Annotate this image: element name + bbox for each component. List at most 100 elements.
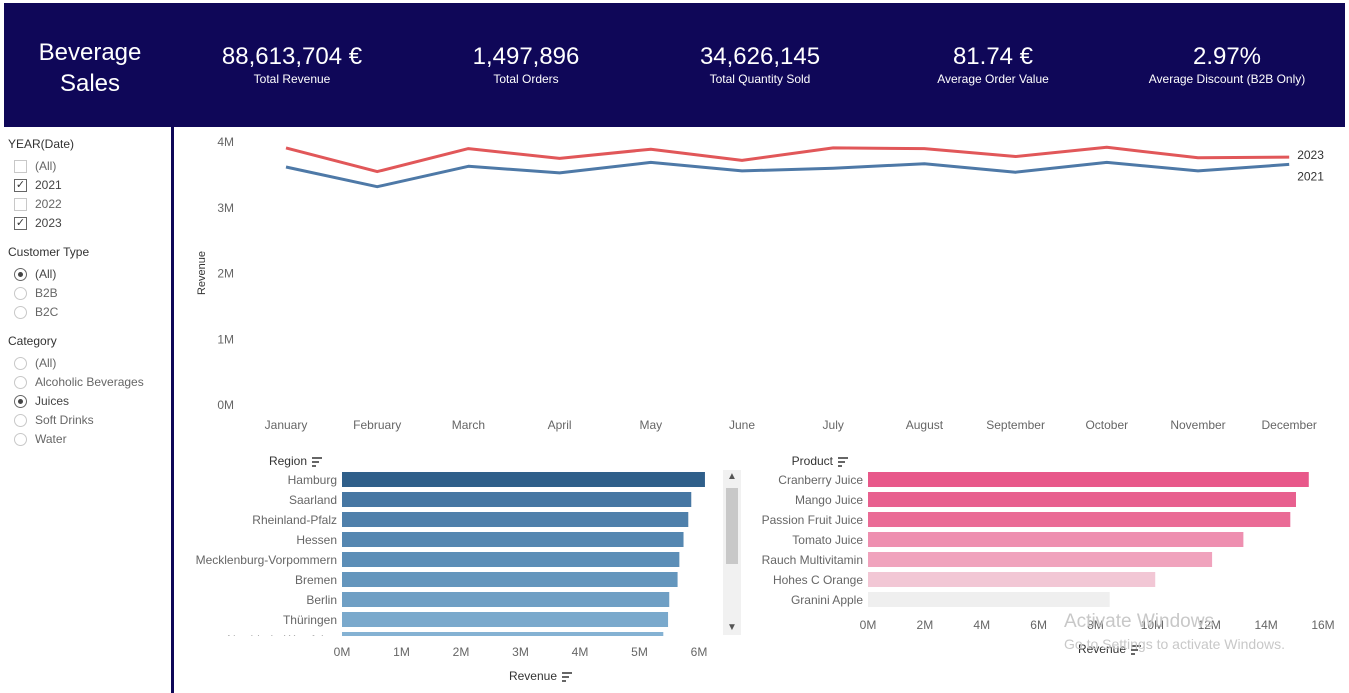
x-tick-label: November xyxy=(1170,418,1225,432)
bar xyxy=(342,472,705,487)
checkbox-icon[interactable] xyxy=(14,197,27,211)
filter-label: 2022 xyxy=(35,197,62,211)
filter-title-customer-type: Customer Type xyxy=(8,245,90,259)
bar xyxy=(342,552,680,567)
x-tick-label: July xyxy=(823,418,844,432)
category-label: Rauch Multivitamin xyxy=(762,553,863,567)
radio-icon[interactable] xyxy=(14,432,27,446)
kpi-label: Total Quantity Sold xyxy=(709,72,811,86)
filter-category-all[interactable]: (All) xyxy=(14,355,56,371)
filter-label: (All) xyxy=(35,159,57,173)
radio-icon[interactable] xyxy=(14,375,27,389)
bar xyxy=(868,472,1309,487)
radio-icon[interactable] xyxy=(14,413,27,427)
category-label: Passion Fruit Juice xyxy=(762,513,864,527)
filter-year-all[interactable]: (All) xyxy=(14,158,56,174)
filter-label: Juices xyxy=(35,394,70,408)
radio-icon[interactable] xyxy=(14,356,27,370)
filter-customer-b2c[interactable]: B2C xyxy=(14,304,58,320)
y-tick-label: 2M xyxy=(217,267,234,281)
filter-customer-b2b[interactable]: B2B xyxy=(14,285,58,301)
x-tick-label: 2M xyxy=(917,618,934,632)
kpi-total-revenue: 88,613,704 € Total Revenue xyxy=(192,43,392,86)
x-tick-label: 12M xyxy=(1198,618,1221,632)
kpi-average-discount: 2.97% Average Discount (B2B Only) xyxy=(1122,43,1332,86)
bar xyxy=(342,532,684,547)
kpi-label: Average Order Value xyxy=(937,72,1049,86)
x-tick-label: April xyxy=(548,418,572,432)
line-series-2021 xyxy=(285,160,1290,189)
x-tick-label: 0M xyxy=(860,618,877,632)
panel-divider xyxy=(171,127,174,693)
x-axis-title: Revenue xyxy=(509,669,557,683)
category-label: Mecklenburg-Vorpommern xyxy=(196,553,337,567)
revenue-by-product-bar-chart: Product Cranberry Juice Mango Juice Passion… xyxy=(762,454,1335,656)
title-line-1: Beverage xyxy=(38,39,142,66)
revenue-by-region-bar-chart: Region Hamburg Saarland Rheinland-Pfalz Hess… xyxy=(196,454,708,683)
title-line-2: Sales xyxy=(59,70,121,97)
kpi-label: Total Orders xyxy=(493,72,559,86)
category-label: Hohes C Orange xyxy=(773,573,863,587)
x-tick-label: 6M xyxy=(691,645,708,659)
x-tick-label: June xyxy=(729,418,755,432)
kpi-label: Average Discount (B2B Only) xyxy=(1148,72,1306,86)
filter-category-soft-drinks[interactable]: Soft Drinks xyxy=(14,412,94,428)
radio-icon[interactable] xyxy=(14,286,27,300)
filter-year-2023[interactable]: ✓ 2023 xyxy=(14,215,62,231)
watermark-subtitle: Go to Settings to activate Windows. xyxy=(1064,636,1285,652)
dashboard-title: Beverage Sales xyxy=(4,37,176,99)
bars-group: Hamburg Saarland Rheinland-Pfalz Hessen Meck… xyxy=(196,472,705,647)
series-end-label: 2023 xyxy=(1297,148,1324,162)
category-axis-title: Region xyxy=(269,454,307,468)
kpi-label: Total Revenue xyxy=(253,72,331,86)
bar xyxy=(868,572,1156,587)
x-tick-label: 2M xyxy=(453,645,470,659)
category-label: Hessen xyxy=(296,533,337,547)
bar xyxy=(342,572,678,587)
kpi-value: 1,497,896 xyxy=(472,43,580,70)
filter-label: 2023 xyxy=(35,216,62,230)
category-label: Tomato Juice xyxy=(792,533,863,547)
x-tick-label: 14M xyxy=(1254,618,1277,632)
x-tick-label: 1M xyxy=(393,645,410,659)
line-series-2023 xyxy=(285,145,1290,174)
checkbox-checked-icon[interactable]: ✓ xyxy=(14,216,27,230)
bar xyxy=(342,592,670,607)
filter-label: B2C xyxy=(35,305,59,319)
y-tick-label: 4M xyxy=(217,135,234,149)
filter-category-juices[interactable]: Juices xyxy=(14,393,69,409)
filter-label: Alcoholic Beverages xyxy=(35,375,144,389)
filter-category-water[interactable]: Water xyxy=(14,431,67,447)
category-label: Nordrhein-Westfalen xyxy=(227,633,337,647)
x-tick-label: September xyxy=(986,418,1045,432)
bar xyxy=(868,532,1244,547)
bar xyxy=(868,592,1110,607)
category-axis-title: Product xyxy=(792,454,834,468)
region-scrollbar[interactable]: ▲ ▼ xyxy=(723,470,741,635)
x-tick-label: 16M xyxy=(1311,618,1334,632)
filter-label: 2021 xyxy=(35,178,62,192)
x-tick-label: 5M xyxy=(631,645,648,659)
filter-title-year: YEAR(Date) xyxy=(8,137,75,151)
filter-year-2022[interactable]: 2022 xyxy=(14,196,62,212)
kpi-header: Beverage Sales 88,613,704 € Total Revenu… xyxy=(4,3,1345,127)
category-label: Berlin xyxy=(306,593,337,607)
bar xyxy=(868,552,1213,567)
sort-icon xyxy=(1131,645,1141,655)
radio-selected-icon[interactable] xyxy=(14,394,27,408)
radio-selected-icon[interactable] xyxy=(14,267,27,281)
scrollbar-thumb[interactable] xyxy=(726,488,738,564)
x-tick-label: 10M xyxy=(1141,618,1164,632)
kpi-value: 2.97% xyxy=(1192,43,1262,70)
scroll-down-icon[interactable]: ▼ xyxy=(727,622,737,633)
filter-category-alcoholic[interactable]: Alcoholic Beverages xyxy=(14,374,144,390)
bar xyxy=(868,512,1291,527)
radio-icon[interactable] xyxy=(14,305,27,319)
scroll-up-icon[interactable]: ▲ xyxy=(727,471,737,482)
filter-customer-all[interactable]: (All) xyxy=(14,266,56,282)
checkbox-checked-icon[interactable]: ✓ xyxy=(14,178,27,192)
filter-year-2021[interactable]: ✓ 2021 xyxy=(14,177,62,193)
category-label: Cranberry Juice xyxy=(778,473,863,487)
checkbox-icon[interactable] xyxy=(14,159,27,173)
bars-group: Cranberry Juice Mango Juice Passion Fruit … xyxy=(762,472,1309,607)
